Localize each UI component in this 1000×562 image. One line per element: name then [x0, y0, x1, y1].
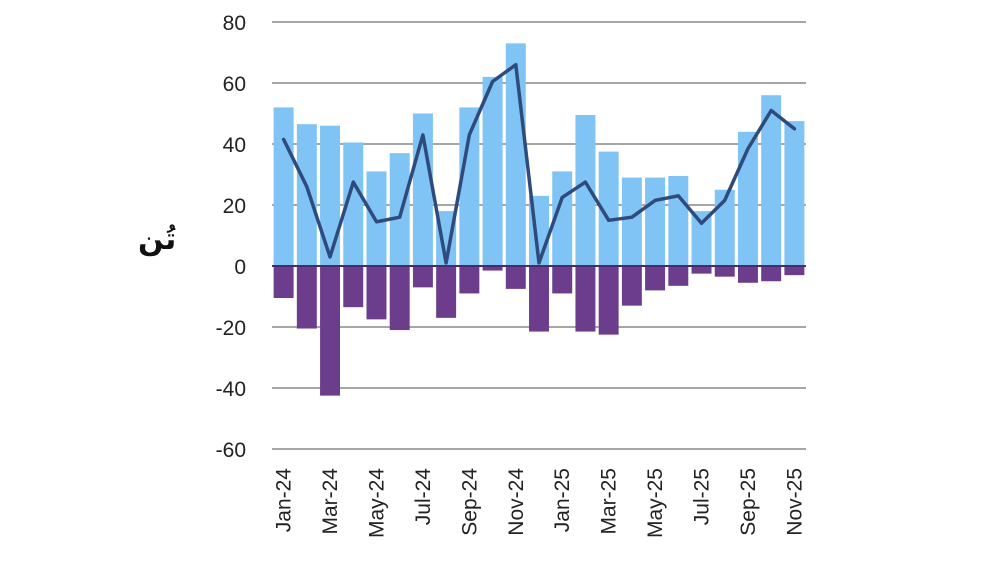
negative-bar — [459, 266, 480, 294]
positive-bars — [273, 43, 805, 267]
negative-bar — [598, 266, 619, 335]
positive-bar — [784, 121, 805, 266]
positive-bar — [273, 107, 294, 267]
x-tick-label: Jan-25 — [551, 468, 574, 532]
negative-bar — [575, 266, 596, 332]
negative-bar — [296, 266, 317, 329]
negative-bar — [784, 266, 805, 276]
negative-bar — [320, 266, 341, 396]
negative-bar — [436, 266, 457, 318]
negative-bar — [505, 266, 526, 289]
negative-bar — [668, 266, 689, 286]
y-tick-label: 20 — [223, 195, 246, 218]
x-tick-label: Mar-24 — [319, 468, 342, 535]
negative-bar — [529, 266, 549, 332]
x-tick-label: May-24 — [365, 468, 388, 538]
positive-bar — [320, 125, 341, 266]
y-axis-label: تُن — [138, 222, 177, 257]
positive-bar — [691, 211, 712, 266]
y-tick-label: 60 — [223, 73, 246, 96]
negative-bar — [621, 266, 642, 306]
y-tick-label: 80 — [223, 12, 246, 35]
x-tick-label: Nov-24 — [505, 468, 528, 536]
positive-bar — [645, 177, 666, 266]
series-line — [281, 62, 797, 265]
x-tick-label: Jul-24 — [412, 468, 435, 526]
positive-bar — [761, 95, 782, 266]
positive-bar — [737, 131, 758, 266]
x-tick-label: Sep-24 — [458, 468, 481, 536]
negative-bar — [691, 266, 712, 274]
x-tick-label: May-25 — [644, 468, 667, 538]
negative-bars — [273, 266, 805, 396]
positive-bar — [436, 211, 457, 266]
x-tick-label: Sep-25 — [737, 468, 760, 536]
positive-bar — [459, 107, 480, 267]
net-line — [281, 62, 797, 265]
x-tick-label: Jan-24 — [273, 468, 296, 533]
negative-bar — [714, 266, 735, 277]
positive-bar — [482, 76, 503, 267]
negative-bar — [412, 266, 433, 288]
positive-bar — [668, 176, 689, 266]
negative-bar — [552, 266, 573, 294]
negative-bar — [366, 266, 387, 320]
positive-bar — [389, 153, 410, 266]
positive-bar — [714, 189, 735, 266]
negative-bar — [482, 266, 503, 271]
y-tick-label: 40 — [223, 134, 246, 157]
x-tick-labels: Jan-24 Mar-24 May-24 Jul-24 Sep-24 Nov-24 Jan-… — [273, 468, 807, 538]
negative-bar — [761, 266, 782, 282]
x-tick-label: Jul-25 — [691, 468, 714, 525]
positive-bar — [598, 151, 619, 266]
y-tick-label: 0 — [234, 256, 246, 279]
negative-bar — [343, 266, 364, 308]
negative-bar — [737, 266, 758, 283]
positive-bar — [575, 115, 596, 267]
y-tick-labels: 80 60 40 20 0 -20 -40 -60 — [216, 12, 246, 462]
negative-bar — [273, 266, 294, 299]
y-tick-label: -20 — [216, 317, 246, 340]
negative-bar — [389, 266, 410, 331]
x-tick-label: Mar-25 — [598, 468, 621, 535]
positive-bar — [296, 124, 317, 266]
y-tick-label: -60 — [216, 439, 246, 462]
y-tick-label: -40 — [216, 378, 246, 401]
x-tick-label: Nov-25 — [783, 468, 806, 536]
negative-bar — [645, 266, 666, 291]
positive-bar — [343, 142, 364, 266]
positive-bar — [621, 177, 642, 266]
